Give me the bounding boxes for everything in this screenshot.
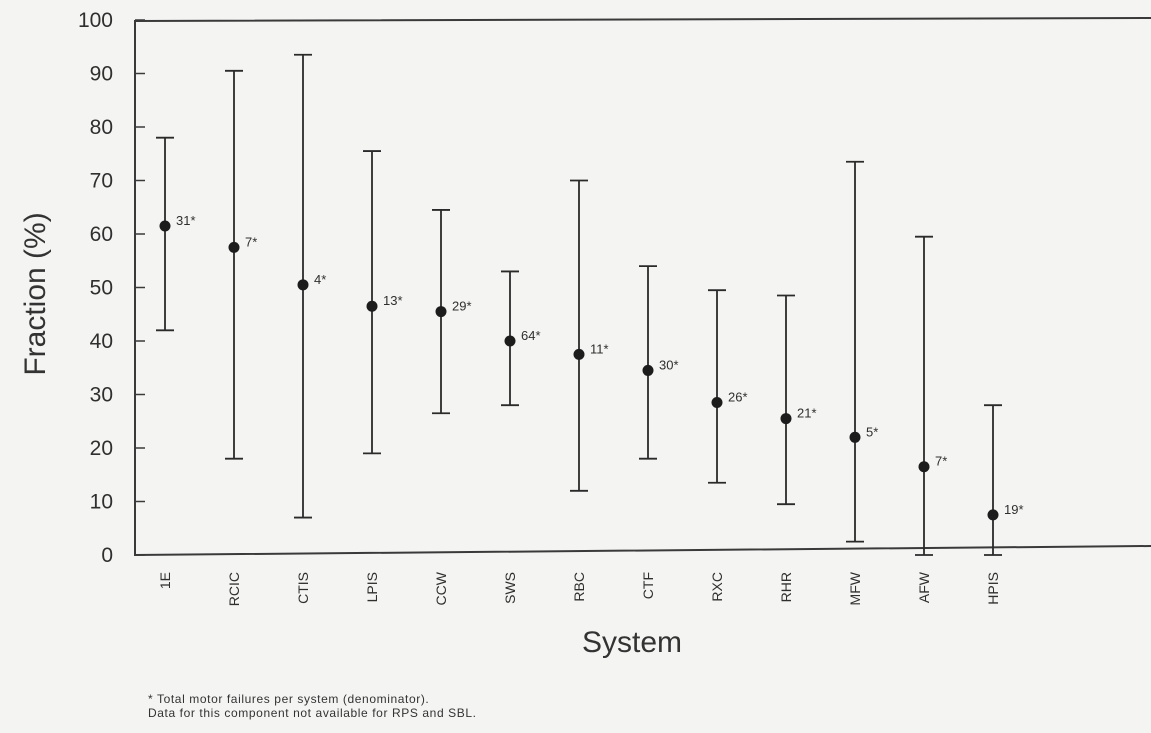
data-label: 5* — [866, 424, 878, 439]
y-axis-title: Fraction (%) — [19, 212, 52, 375]
data-label: 30* — [659, 357, 679, 372]
y-tick-label: 0 — [101, 544, 113, 567]
error-bar-group: 5* — [846, 160, 878, 543]
x-tick-label: CTIS — [295, 572, 311, 604]
y-tick-label: 40 — [90, 330, 113, 353]
y-tick-label: 30 — [90, 384, 113, 407]
data-label: 7* — [935, 454, 947, 469]
x-tick-label: RCIC — [226, 572, 242, 606]
error-bar-group: 13* — [363, 150, 403, 455]
y-tick-label: 20 — [90, 437, 113, 460]
x-tick-label: AFW — [916, 571, 932, 603]
plot-border — [134, 17, 1151, 557]
data-point — [159, 220, 171, 232]
y-tick-label: 50 — [90, 277, 113, 300]
x-tick-label: LPIS — [364, 572, 380, 602]
data-point — [918, 461, 930, 473]
data-label: 13* — [383, 293, 403, 308]
data-point — [849, 431, 861, 443]
error-bar-group: 31* — [156, 136, 196, 332]
error-bar-group: 4* — [294, 53, 326, 519]
data-label: 19* — [1004, 502, 1024, 517]
y-tick-label: 60 — [90, 223, 113, 246]
x-tick-label: CCW — [433, 571, 449, 605]
x-tick-label: SWS — [502, 572, 518, 604]
data-label: 26* — [728, 390, 748, 405]
data-point — [573, 348, 585, 360]
error-bar-group: 64* — [501, 270, 541, 407]
data-label: 21* — [797, 406, 817, 421]
x-axis-title: System — [582, 626, 682, 659]
data-point — [642, 364, 654, 376]
x-tick-label: 1E — [157, 572, 173, 589]
error-bar-group: 7* — [225, 69, 257, 460]
error-bar-group: 7* — [915, 235, 947, 556]
footnote-missing-data: Data for this component not available fo… — [148, 706, 477, 720]
data-label: 11* — [590, 341, 609, 356]
data-point — [504, 335, 516, 347]
data-label: 7* — [245, 234, 257, 249]
x-tick-label: RXC — [709, 572, 725, 602]
error-bar-group: 11* — [570, 179, 609, 492]
y-tick-label: 70 — [90, 170, 113, 193]
x-axis-ticks: 1E RCIC CTIS LPIS CCW SWS RBC CTF RXC RHR MFW AFW HP… — [157, 571, 1001, 606]
data-series: 31* 7* 4* 13* 29* 64* 11* 30* 26* 21* 5* 7* 19* — [156, 53, 1024, 556]
x-tick-label: RBC — [571, 572, 587, 602]
data-point — [711, 397, 723, 409]
data-point — [435, 306, 447, 318]
error-bar-group: 19* — [984, 404, 1024, 556]
plot-frame — [134, 17, 1151, 557]
data-point — [780, 413, 792, 425]
data-label: 31* — [176, 213, 196, 228]
footnote-denominator: * Total motor failures per system (denom… — [148, 692, 430, 706]
x-tick-label: MFW — [847, 571, 863, 605]
data-point — [228, 241, 240, 253]
error-bar-group: 21* — [777, 294, 817, 506]
error-bar-group: 30* — [639, 265, 679, 460]
y-tick-label: 90 — [90, 63, 113, 86]
y-axis-ticks: 0 10 20 30 40 50 60 70 80 90 100 — [78, 9, 145, 567]
y-tick-label: 10 — [90, 491, 113, 514]
x-tick-label: RHR — [778, 572, 794, 602]
y-tick-label: 80 — [90, 116, 113, 139]
y-tick-label: 100 — [78, 9, 113, 32]
data-point — [987, 509, 999, 521]
data-label: 4* — [314, 272, 326, 287]
data-label: 64* — [521, 328, 541, 343]
data-label: 29* — [452, 299, 472, 314]
data-point — [366, 300, 378, 312]
error-bar-group: 26* — [708, 289, 748, 484]
error-bar-group: 29* — [432, 209, 472, 415]
x-tick-label: HPIS — [985, 572, 1001, 605]
x-tick-label: CTF — [640, 572, 656, 599]
data-point — [297, 279, 309, 291]
